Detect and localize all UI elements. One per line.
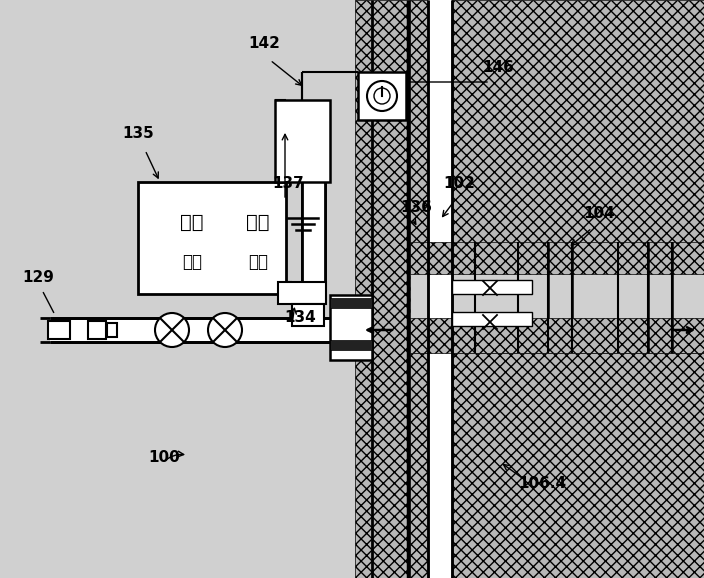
Text: 136: 136 <box>400 200 432 215</box>
Text: 數據: 數據 <box>180 213 203 232</box>
Text: 100: 100 <box>148 450 180 465</box>
Bar <box>278 282 326 304</box>
Bar <box>358 72 406 120</box>
Bar <box>302 182 325 295</box>
Text: 137: 137 <box>272 176 303 191</box>
Text: 104: 104 <box>583 206 615 221</box>
Text: 142: 142 <box>248 36 280 51</box>
Bar <box>428 0 452 578</box>
Bar <box>410 242 704 274</box>
Text: 輸出: 輸出 <box>246 213 270 232</box>
Bar <box>330 295 372 360</box>
Text: 129: 129 <box>22 270 54 285</box>
Circle shape <box>208 313 242 347</box>
Text: 輸入: 輸入 <box>248 253 268 271</box>
Bar <box>275 100 330 182</box>
Bar <box>330 340 372 350</box>
Bar <box>410 318 704 353</box>
Bar <box>107 323 117 337</box>
Bar <box>355 0 410 578</box>
Bar <box>292 304 324 326</box>
Bar <box>330 298 372 308</box>
Text: 135: 135 <box>122 126 153 141</box>
Text: 102: 102 <box>443 176 475 191</box>
Bar <box>452 280 532 294</box>
Bar <box>452 312 532 326</box>
Text: 134: 134 <box>284 310 316 325</box>
Bar <box>48 321 70 339</box>
Bar <box>88 321 106 339</box>
Bar <box>410 353 704 578</box>
Circle shape <box>155 313 189 347</box>
Bar <box>138 182 286 294</box>
Circle shape <box>367 81 397 111</box>
Text: 146: 146 <box>482 60 514 75</box>
Circle shape <box>374 88 390 104</box>
Bar <box>50 318 372 342</box>
Text: 數據: 數據 <box>182 253 202 271</box>
Text: 106.4: 106.4 <box>518 476 566 491</box>
Bar <box>410 0 704 248</box>
